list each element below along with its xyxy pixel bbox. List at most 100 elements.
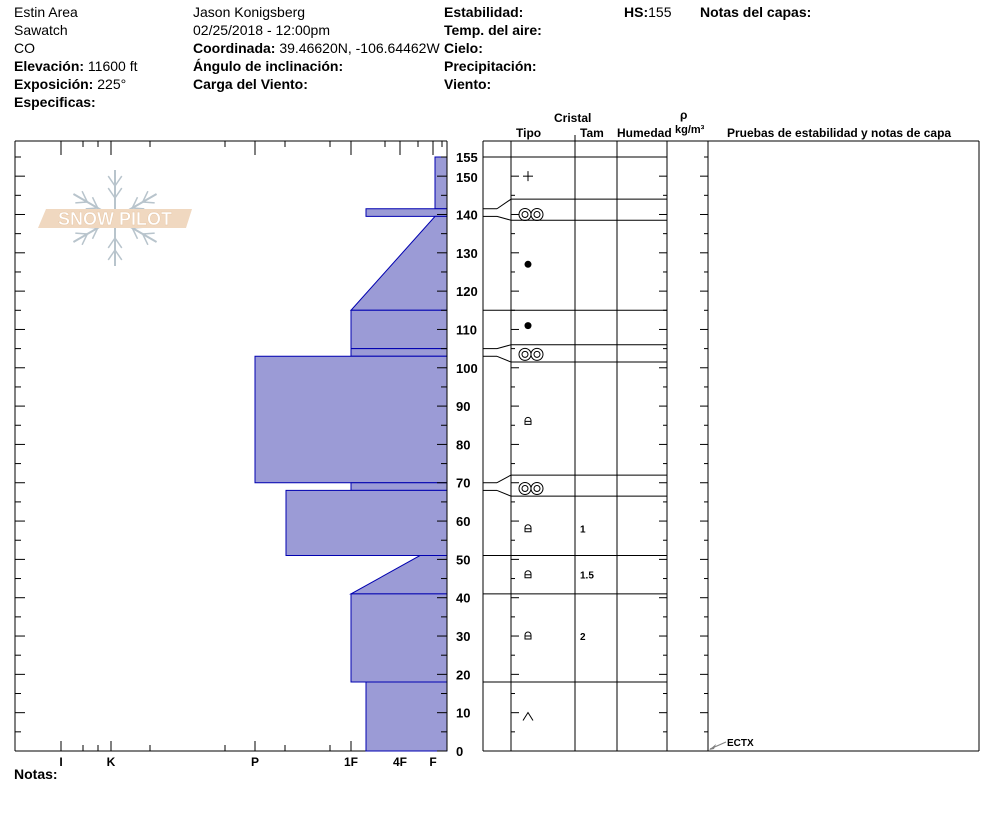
- melt-freeze-icon: [521, 484, 529, 492]
- depth-tick-label: 60: [456, 514, 470, 529]
- depth-tick-label: 10: [456, 706, 470, 721]
- elevation: Elevación: 11600 ft: [14, 57, 137, 75]
- mixed-facet-icon: [524, 524, 532, 533]
- depth-tick-label: 130: [456, 246, 478, 261]
- elevation-value: 11600 ft: [87, 58, 138, 74]
- depth-tick-label: 150: [456, 170, 478, 185]
- depth-tick-label: 0: [456, 744, 463, 759]
- hardness-layer: [365, 681, 448, 752]
- connector: [496, 344, 512, 350]
- depth-tick-label: 140: [456, 207, 478, 222]
- state: CO: [14, 40, 35, 56]
- logo-flake-branch: [91, 227, 99, 240]
- precip-label: Precipitación:: [444, 58, 537, 74]
- air-temp-label: Temp. del aire:: [444, 22, 542, 38]
- mixed-facet-icon: [524, 417, 532, 425]
- logo-flake-branch: [107, 187, 116, 199]
- datetime: 02/25/2018 - 12:00pm: [193, 22, 330, 38]
- logo-flake-branch: [131, 227, 139, 240]
- hardness-layer: [349, 215, 448, 311]
- melt-freeze-icon: [533, 350, 541, 358]
- hardness-layer: [365, 208, 448, 217]
- connector: [496, 489, 512, 497]
- logo-flake-branch: [107, 175, 116, 187]
- stability-tests-header: Pruebas de estabilidad y notas de capa: [727, 126, 952, 140]
- logo-flake-branch: [132, 207, 145, 210]
- logo-flake-branch: [114, 249, 123, 261]
- aspect-value: 225°: [97, 76, 127, 92]
- hardness-layer: [350, 482, 448, 491]
- melt-freeze-icon: [533, 484, 541, 492]
- logo-text: SNOW PILOT: [58, 209, 172, 229]
- melt-freeze-icon: [533, 210, 541, 218]
- hardness-layer: [350, 309, 448, 350]
- connector: [496, 215, 512, 221]
- connector: [496, 355, 512, 363]
- logo-flake-branch: [142, 232, 155, 235]
- logo-flake-branch: [107, 249, 116, 261]
- melt-freeze-icon: [518, 207, 532, 221]
- melt-freeze-icon: [530, 207, 544, 221]
- depth-tick-label: 90: [456, 399, 470, 414]
- coordinates: Coordinada: 39.46620N, -106.64462W: [193, 39, 440, 57]
- elevation-label: Elevación:: [14, 58, 85, 74]
- melt-freeze-icon: [518, 481, 532, 495]
- observer: Jason Konigsberg: [193, 4, 306, 20]
- connector: [496, 474, 512, 484]
- hardness-layer: [349, 555, 448, 595]
- depth-tick-label: 40: [456, 591, 470, 606]
- type-header: Tipo: [516, 126, 542, 140]
- logo-flake-branch: [91, 196, 99, 209]
- notes-label: Notas:: [14, 766, 58, 782]
- logo-flake-branch: [114, 237, 123, 249]
- melt-freeze-icon: [518, 347, 532, 361]
- hardness-tick-label: F: [429, 755, 436, 769]
- mixed-facet-icon: [524, 631, 532, 640]
- hardness-tick-label: 4F: [393, 755, 407, 769]
- logo-flake-branch: [75, 232, 88, 235]
- logo-flake-branch: [85, 207, 98, 210]
- depth-tick-label: 30: [456, 629, 470, 644]
- logo-flake-branch: [81, 233, 88, 246]
- rho-header: ρ: [680, 108, 688, 122]
- wind-label: Viento:: [444, 76, 492, 92]
- melt-freeze-icon: [530, 481, 544, 495]
- hardness-layer: [254, 355, 448, 484]
- hardness-layer: [350, 593, 448, 683]
- slope-label: Ángulo de inclinación:: [193, 58, 344, 74]
- hardness-tick-label: I: [59, 755, 62, 769]
- hardness-tick-label: K: [107, 755, 116, 769]
- crystal-header: Cristal: [554, 111, 592, 125]
- stability-label: Estabilidad:: [444, 4, 524, 20]
- hs-label: HS:: [624, 4, 649, 20]
- logo-flake-branch: [142, 201, 155, 204]
- hs: HS:155: [624, 3, 671, 21]
- logo-flake-branch: [142, 233, 149, 246]
- grain-size: 1: [580, 525, 586, 536]
- depth-tick-label: 50: [456, 552, 470, 567]
- hardness-layer: [434, 156, 448, 210]
- logo-flake-branch: [107, 237, 116, 249]
- melt-freeze-icon: [521, 210, 529, 218]
- aspect-label: Exposición:: [14, 76, 94, 92]
- logo-flake-branch: [81, 190, 88, 203]
- depth-tick-label: 20: [456, 667, 470, 682]
- hardness-layer: [285, 489, 448, 557]
- depth-tick-label: 155: [456, 150, 478, 165]
- logo-flake-branch: [75, 201, 88, 204]
- rounded-grain-icon: [524, 260, 532, 268]
- depth-tick-label: 120: [456, 284, 478, 299]
- grain-size: 2: [580, 632, 586, 643]
- range: Sawatch: [14, 22, 68, 38]
- coord-label: Coordinada:: [193, 40, 276, 56]
- snowpilot-logo: SNOW PILOT: [38, 170, 192, 266]
- logo-flake-branch: [131, 196, 139, 209]
- depth-tick-label: 100: [456, 361, 478, 376]
- depth-tick-label: 110: [456, 322, 477, 337]
- sky-label: Cielo:: [444, 40, 483, 56]
- hardness-tick-label: P: [251, 755, 259, 769]
- hs-value: 155: [648, 4, 672, 20]
- moisture-header: Humedad: [617, 126, 672, 140]
